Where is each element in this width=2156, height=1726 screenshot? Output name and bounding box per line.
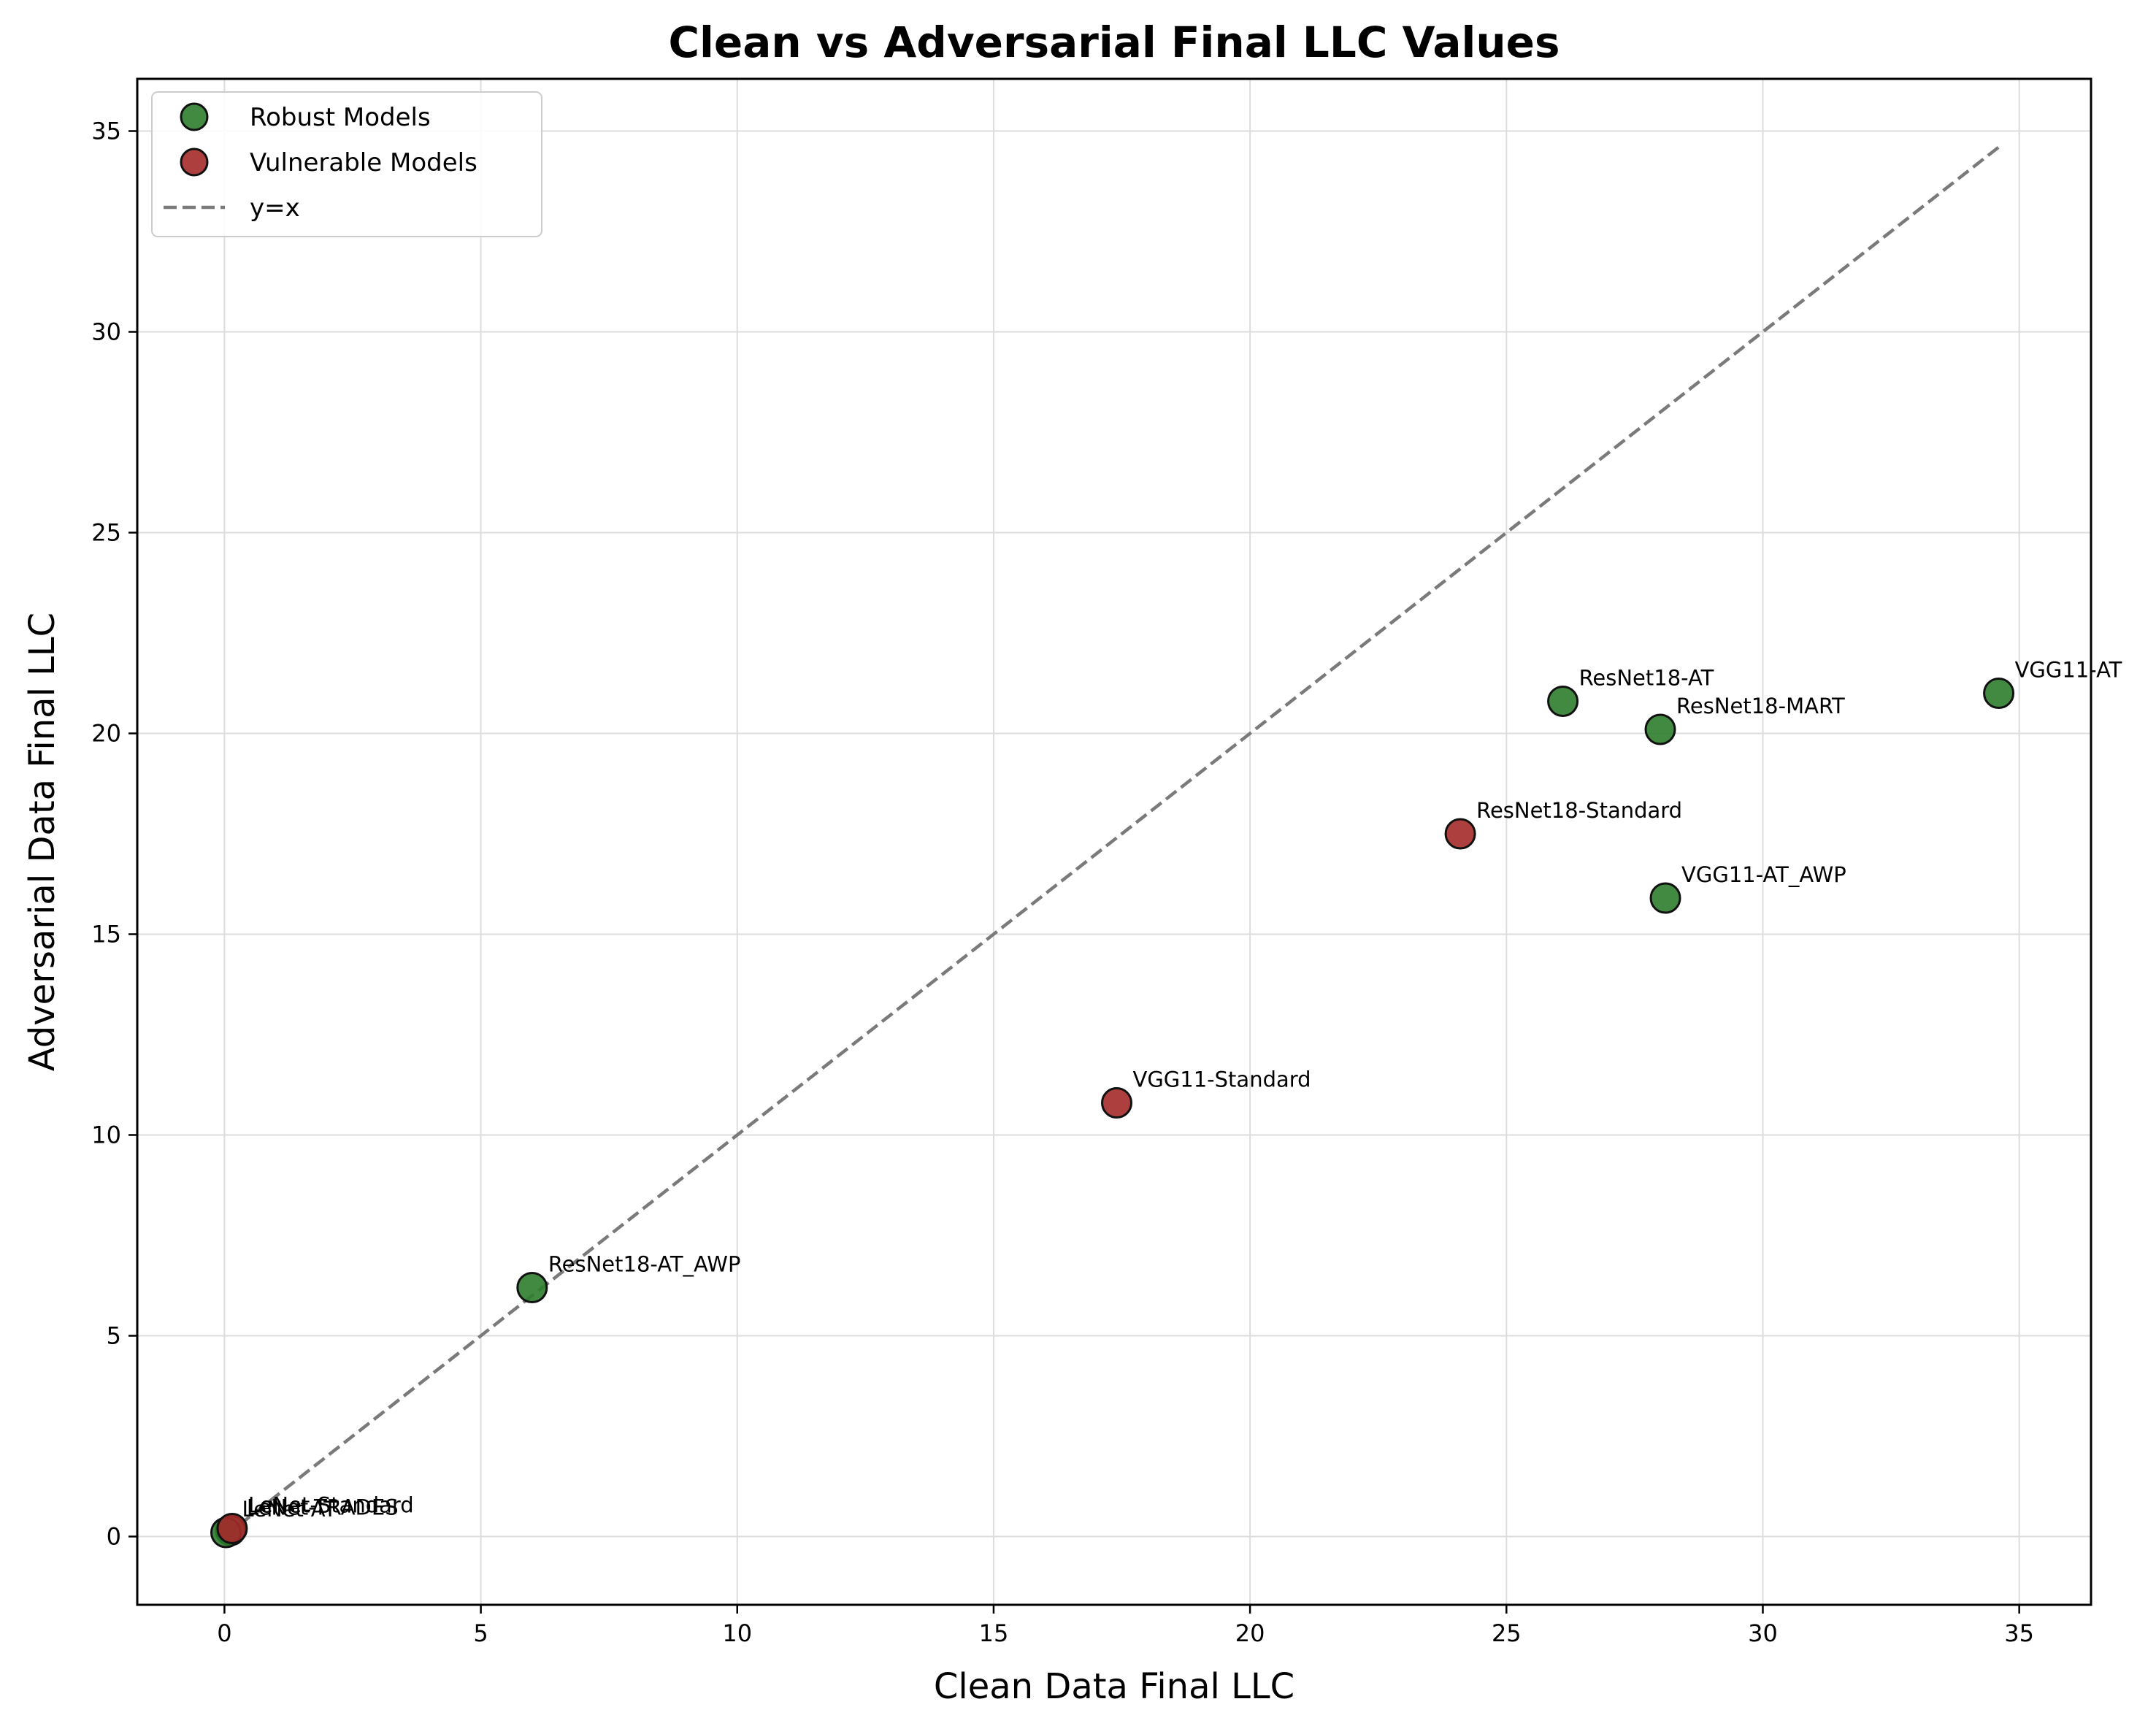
x-tick-label: 15 — [979, 1619, 1009, 1647]
legend-marker — [180, 102, 209, 131]
data-point — [1547, 686, 1579, 717]
x-tick-label: 0 — [217, 1619, 231, 1647]
reference-line-y-equals-x — [223, 145, 2000, 1538]
data-point-label: LeNet-AT — [242, 1497, 337, 1522]
legend-label: Robust Models — [250, 103, 431, 132]
data-point — [1649, 882, 1681, 914]
x-tick-label: 25 — [1492, 1619, 1522, 1647]
data-point — [1983, 678, 2015, 709]
data-point-label: ResNet18-AT_AWP — [548, 1252, 741, 1277]
data-point — [1444, 818, 1476, 850]
data-point-label: LeNet-TRADES — [247, 1495, 399, 1519]
y-axis-label: Adversarial Data Final LLC — [22, 613, 63, 1071]
data-point — [1101, 1087, 1133, 1119]
y-tick-label: 30 — [91, 318, 121, 346]
y-tick-label: 0 — [107, 1523, 121, 1551]
data-point-label: VGG11-AT — [2015, 658, 2122, 683]
x-axis-label: Clean Data Final LLC — [934, 1666, 1294, 1707]
data-points — [210, 678, 2015, 1549]
grid-lines — [137, 79, 2091, 1605]
x-tick-label: 35 — [2004, 1619, 2034, 1647]
chart-title: Clean vs Adversarial Final LLC Values — [668, 18, 1560, 67]
data-point — [1644, 713, 1676, 745]
legend: Robust Models Vulnerable Models y=x — [151, 91, 542, 237]
x-tick-label: 20 — [1235, 1619, 1265, 1647]
data-point-label: ResNet18-Standard — [1476, 798, 1682, 823]
legend-marker — [180, 147, 209, 177]
y-tick-label: 35 — [91, 118, 121, 145]
data-point-label: ResNet18-MART — [1676, 694, 1845, 718]
x-tick-label: 10 — [722, 1619, 752, 1647]
x-tick-label: 30 — [1748, 1619, 1778, 1647]
legend-label: y=x — [250, 193, 300, 223]
x-tick-label: 5 — [473, 1619, 488, 1647]
data-point — [516, 1272, 548, 1303]
axis-ticks: 0 5 10 15 20 25 30 35 0 5 10 15 20 25 30 35 — [91, 118, 2034, 1648]
y-tick-label: 20 — [91, 720, 121, 748]
point-labels: ResNet18-AT ResNet18-MART VGG11-AT VGG11-AT… — [242, 658, 2122, 1522]
plot-frame — [136, 77, 2092, 1606]
reference-line-layer — [223, 145, 2000, 1538]
y-tick-label: 10 — [91, 1121, 121, 1149]
legend-box — [151, 91, 542, 237]
data-point — [216, 1513, 248, 1544]
data-point-label: LeNet-Standard — [248, 1493, 414, 1518]
y-tick-label: 15 — [91, 921, 121, 948]
data-point-label: ResNet18-AT — [1579, 666, 1714, 691]
data-point-label: VGG11-Standard — [1133, 1067, 1311, 1092]
data-point-label: VGG11-AT_AWP — [1681, 862, 1846, 887]
y-tick-label: 25 — [91, 519, 121, 547]
y-tick-label: 5 — [107, 1322, 121, 1350]
legend-label: Vulnerable Models — [250, 148, 477, 177]
